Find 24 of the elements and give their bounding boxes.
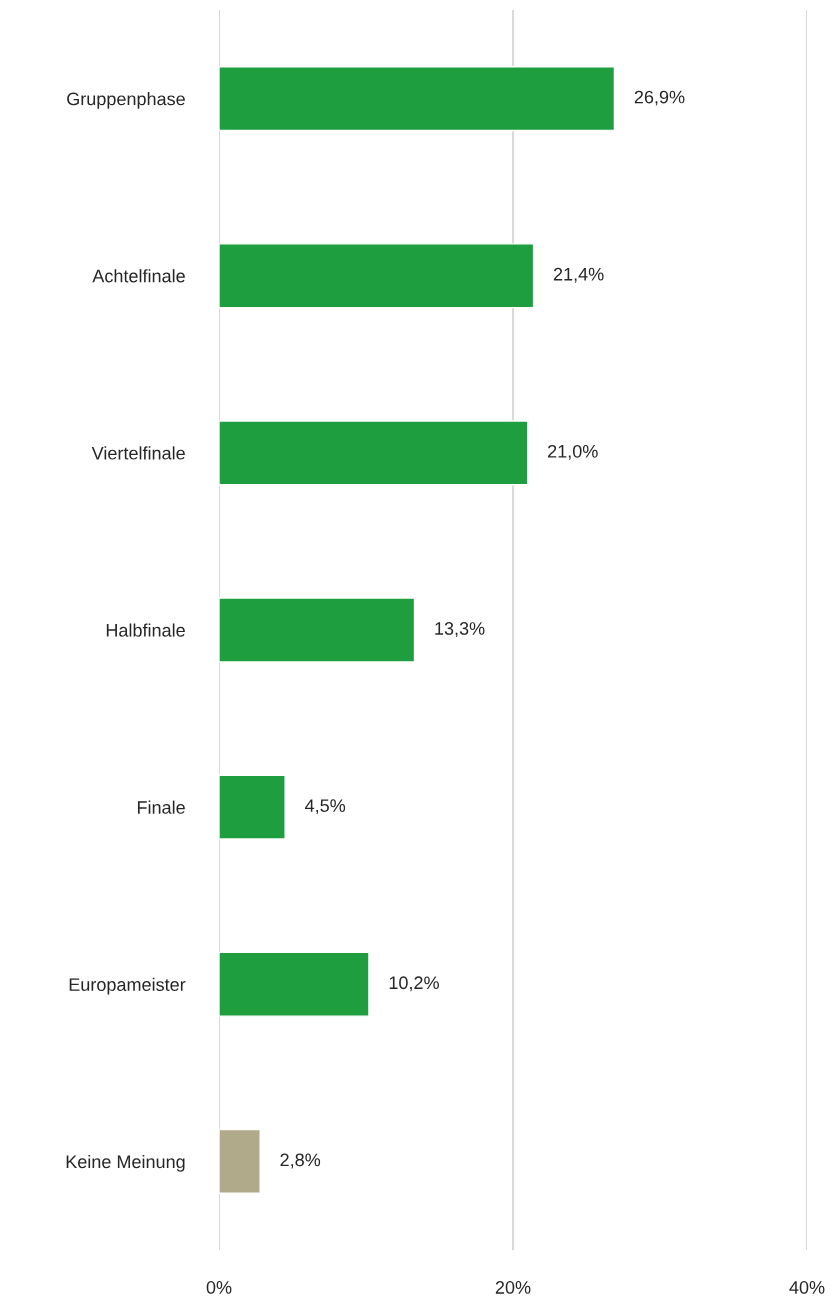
data-label: 10,2% xyxy=(389,976,439,992)
y-tick-label: Halbfinale xyxy=(106,623,185,637)
x-tick-label: 0% xyxy=(206,1281,232,1294)
data-label: 4,5% xyxy=(305,799,346,815)
bar xyxy=(219,243,535,309)
y-tick-label: Keine Meinung xyxy=(66,1154,185,1172)
data-label: 13,3% xyxy=(435,622,485,637)
y-tick-label: Viertelfinale xyxy=(91,446,185,460)
data-label: 26,9% xyxy=(634,90,685,106)
bar xyxy=(219,951,370,1017)
bar xyxy=(219,597,416,663)
y-tick-label: Europameister xyxy=(69,977,186,995)
data-label: 21,4% xyxy=(553,267,604,283)
bar xyxy=(219,420,529,486)
y-tick-label: Achtelfinale xyxy=(92,269,185,283)
bar xyxy=(219,1128,261,1195)
data-label: 21,0% xyxy=(548,444,598,460)
data-label: 2,8% xyxy=(280,1153,321,1169)
y-tick-label: Gruppenphase xyxy=(67,92,185,109)
bar xyxy=(219,774,286,840)
y-tick-label: Finale xyxy=(137,800,185,814)
x-tick-label: 40% xyxy=(789,1281,825,1294)
bar xyxy=(219,65,616,132)
x-tick-label: 20% xyxy=(495,1281,531,1294)
